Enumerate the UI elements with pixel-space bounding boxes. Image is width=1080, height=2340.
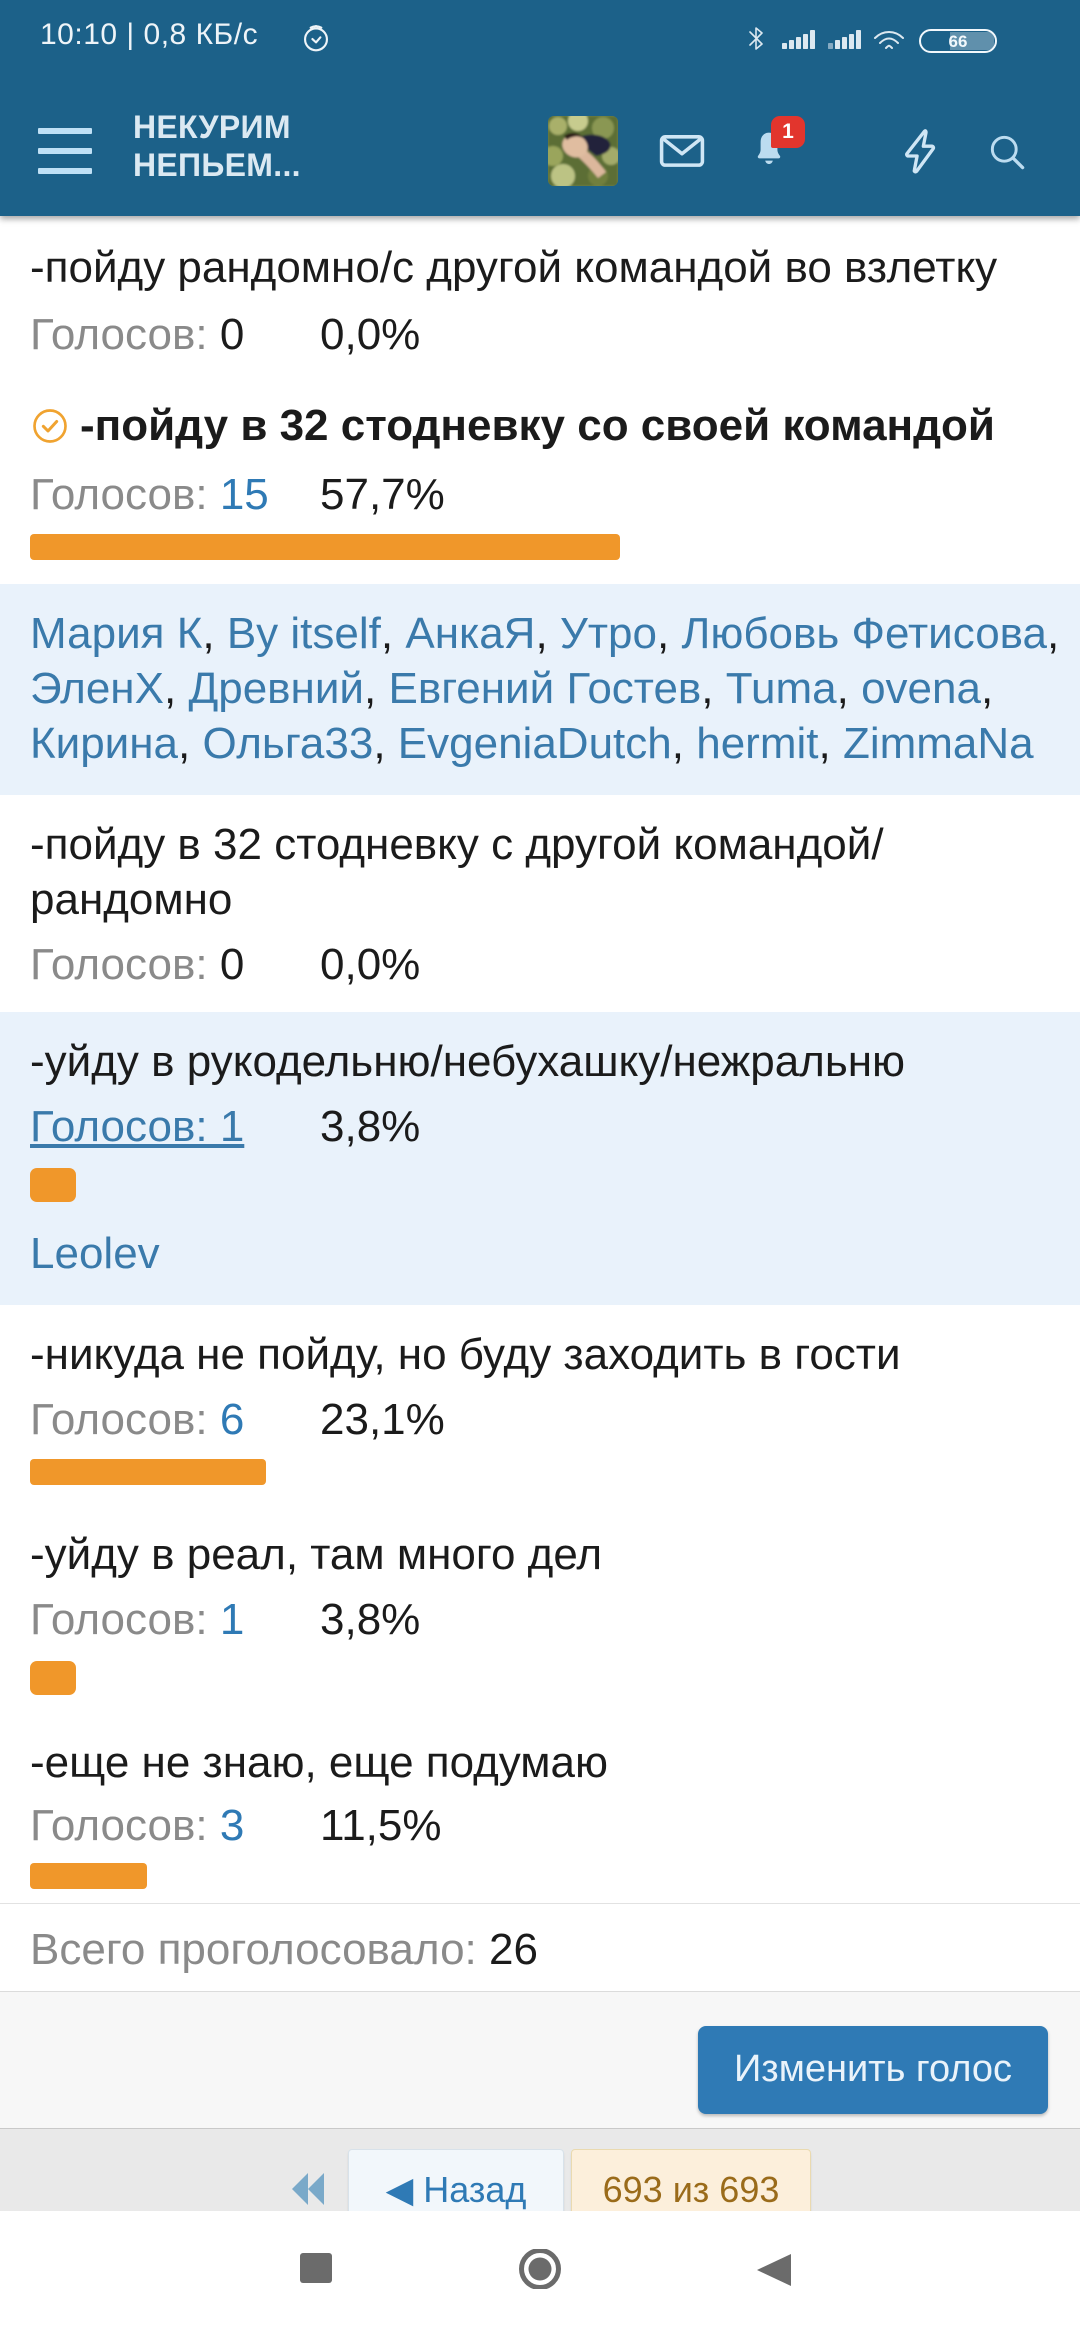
svg-text:66: 66 (949, 32, 968, 51)
